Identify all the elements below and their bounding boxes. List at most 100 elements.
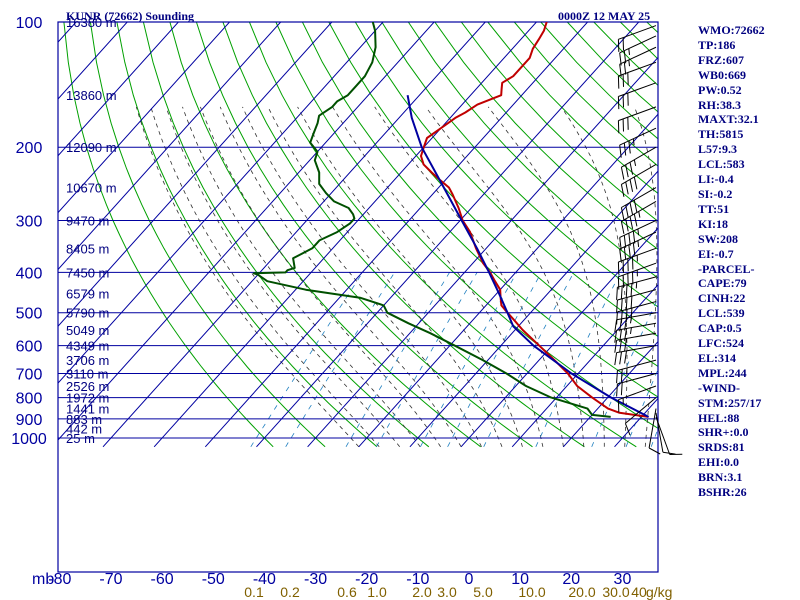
wind-barb-feather	[625, 181, 629, 195]
pressure-tick-label: 300	[16, 213, 43, 230]
sounding-index: TH:5815	[698, 127, 744, 142]
dry-adiabat-line	[434, 22, 658, 250]
wind-barb	[617, 25, 657, 52]
wind-barb-feather	[630, 283, 633, 297]
wind-barb-feather	[616, 370, 618, 384]
sounding-index: LCL:583	[698, 157, 745, 172]
wind-barb-half-feather	[637, 228, 640, 236]
wind-barb	[616, 301, 657, 325]
wind-barb-feather	[623, 50, 627, 64]
height-label: 7450 m	[66, 265, 109, 280]
sounding-index: -WIND-	[698, 380, 740, 395]
sounding-index: BSHR:26	[698, 485, 747, 500]
dry-adiabat-line	[381, 22, 658, 308]
sounding-index: SHR+:0.0	[698, 425, 749, 440]
mixing-ratio-line	[285, 272, 395, 448]
wind-barb	[620, 164, 657, 197]
wind-barb-shaft	[618, 82, 657, 97]
sounding-index: HEL:88	[698, 410, 740, 425]
wind-barb-half-feather	[632, 138, 635, 146]
wind-barb-feather	[628, 244, 631, 258]
moist-adiabat-line	[374, 106, 564, 447]
wind-barb-feather	[628, 233, 631, 246]
chart-background-lines	[58, 22, 800, 448]
height-label: 6579 m	[66, 287, 109, 302]
mixing-ratio-line	[420, 272, 518, 447]
sounding-datetime: 0000Z 12 MAY 25	[558, 9, 651, 23]
dry-adiabat-line	[407, 22, 658, 279]
isotherm-line	[409, 170, 658, 448]
wind-barb	[617, 262, 657, 290]
height-label: 10670 m	[66, 181, 117, 196]
mixing-ratio-line	[591, 297, 658, 447]
sounding-index: PW:0.52	[698, 82, 742, 97]
mixing-ratio-label: 30.0	[602, 584, 629, 600]
dry-adiabat-line	[195, 22, 533, 448]
isotherm-line	[358, 113, 658, 448]
wind-barb-feather	[623, 246, 627, 260]
moist-adiabat-line	[267, 106, 503, 447]
pressure-tick-label: 700	[16, 367, 43, 384]
moist-adiabat-line	[165, 106, 401, 448]
wind-barb-shaft	[618, 247, 657, 263]
pressure-tick-label: 400	[16, 265, 43, 282]
dry-adiabat-line	[222, 22, 585, 448]
wind-barb-feather	[616, 311, 618, 325]
temperature-tick-label: -50	[202, 571, 225, 588]
wind-barb-shaft	[619, 35, 657, 54]
dry-adiabat-line	[593, 22, 658, 86]
wind-barb-feather	[620, 207, 625, 220]
wind-barb-feather	[624, 338, 627, 351]
wind-barb-feather	[625, 204, 629, 218]
wind-barb-shaft	[655, 412, 664, 453]
plot-frame	[57, 21, 659, 573]
wind-barb-shaft	[617, 359, 657, 371]
height-label: 3706 m	[66, 353, 109, 368]
wind-barb	[624, 397, 657, 436]
wind-barb	[620, 200, 657, 234]
sounding-index: WB0:669	[698, 67, 746, 82]
moist-adiabat-line	[297, 106, 523, 447]
wind-barb	[617, 247, 657, 275]
wind-barb	[619, 127, 657, 158]
wind-barbs	[614, 25, 683, 455]
dewpoint-trace	[253, 22, 611, 418]
wind-barb-feather	[616, 299, 618, 313]
wind-barb-feather	[619, 237, 622, 250]
isotherm-line	[102, 22, 486, 448]
wind-barb	[616, 359, 657, 384]
pressure-tick-label: 1000	[11, 431, 47, 448]
dry-adiabat-line	[301, 22, 658, 398]
wind-barb-shaft	[619, 127, 657, 146]
isotherm-line	[256, 22, 640, 448]
sounding-index: LFC:524	[698, 336, 744, 351]
wind-barb	[648, 408, 661, 455]
wind-barb-shaft	[618, 61, 657, 77]
wind-barb	[655, 412, 676, 455]
sounding-index: LCL:539	[698, 306, 745, 321]
wind-barb-half-feather	[637, 240, 640, 247]
wind-barb	[616, 276, 657, 300]
sounding-index: MPL:244	[698, 365, 747, 380]
height-label: 2526 m	[66, 379, 109, 394]
wind-barb-feather	[619, 64, 622, 77]
height-label: 8405 m	[66, 241, 109, 256]
wind-barb-feather	[630, 296, 633, 309]
wind-barb-feather	[620, 382, 623, 396]
sounding-index: BRN:3.1	[698, 470, 743, 485]
wind-barb-feather	[620, 369, 623, 382]
wind-barb	[616, 373, 657, 397]
wind-barb	[620, 146, 657, 180]
wind-barb-half-feather	[638, 211, 641, 218]
wind-barb-shaft	[616, 332, 657, 341]
dry-adiabat-line	[779, 22, 800, 447]
isotherm-line	[460, 227, 658, 448]
wind-barb-feather	[624, 328, 627, 342]
wind-barb-feather	[619, 339, 622, 352]
isotherm-line	[58, 22, 435, 441]
temperature-tick-label: -10	[406, 571, 429, 588]
sounding-index: STM:257/17	[698, 395, 762, 410]
wind-barb-shaft	[621, 146, 657, 168]
isotherm-line	[511, 284, 658, 448]
